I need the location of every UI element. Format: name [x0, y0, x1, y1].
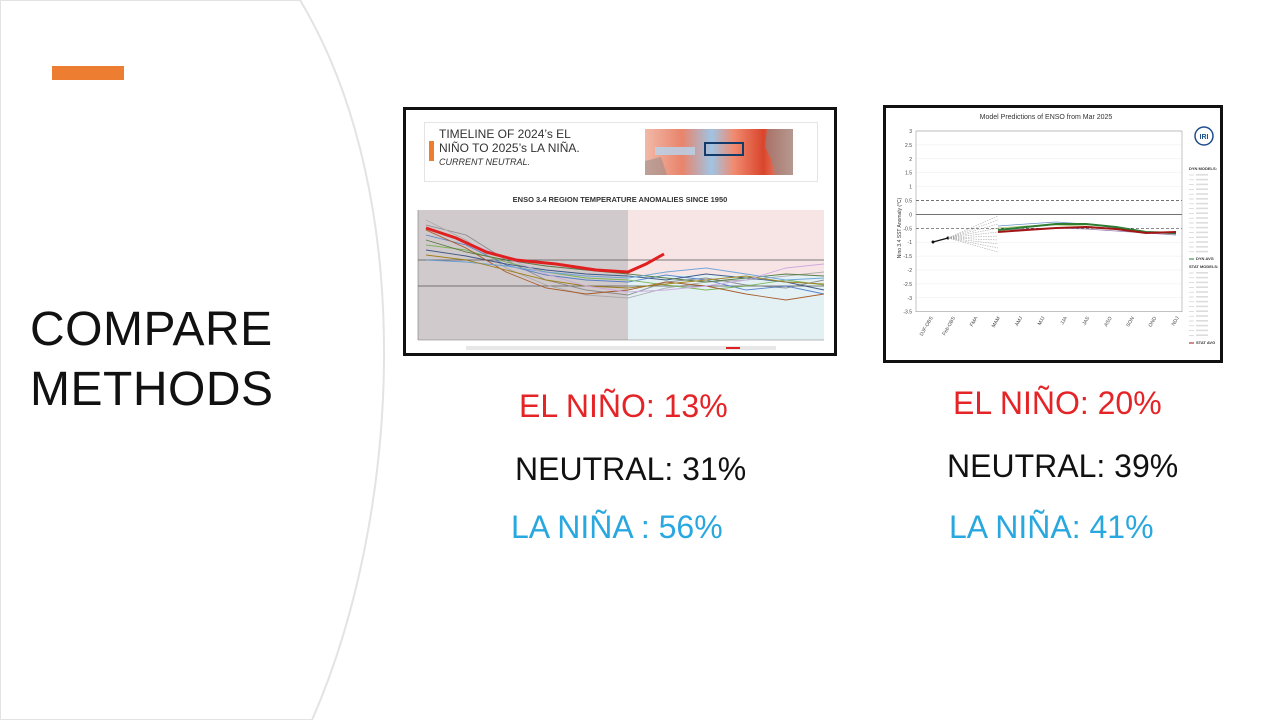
x-tick-label: JAS: [1081, 315, 1091, 327]
y-tick-label: -2: [908, 268, 913, 274]
y-tick-label: -0.5: [903, 226, 912, 232]
sst-anomaly-map: [645, 129, 793, 175]
y-tick-label: -2.5: [903, 282, 912, 288]
y-tick-label: 1.5: [905, 171, 912, 177]
y-tick-label: -1: [908, 240, 913, 246]
x-tick-label: MAM: [991, 316, 1002, 329]
x-tick-label: MJJ: [1037, 315, 1047, 326]
timeline-chart-image: TIMELINE OF 2024’s EL NIÑO TO 2025’s LA …: [403, 107, 837, 356]
iri-logo-text: IRI: [1200, 134, 1209, 141]
timeline-banner: TIMELINE OF 2024’s EL NIÑO TO 2025’s LA …: [424, 122, 818, 182]
legend-dyn-avg: DYN AVG: [1196, 256, 1214, 261]
accent-bar: [52, 66, 124, 80]
stat-avg-line: [997, 225, 1177, 235]
left-la-nina-prob: LA NIÑA : 56%: [511, 509, 723, 545]
x-tick-label: SON: [1125, 315, 1136, 328]
y-tick-label: 0.5: [905, 199, 912, 205]
current-year-series: [425, 226, 665, 274]
y-tick-label: -1.5: [903, 254, 912, 260]
x-tick-label: FMA: [969, 315, 980, 328]
model-predictions-chart: Model Predictions of ENSO from Mar 2025 …: [886, 108, 1220, 360]
y-tick-label: 1: [909, 185, 912, 191]
y-tick-label: 2.5: [905, 143, 912, 149]
x-tick-label: NDJ: [1171, 315, 1181, 327]
y-tick-label: -3.5: [903, 310, 912, 316]
slide-title-line-1: COMPARE: [30, 303, 273, 356]
right-la-nina-prob: LA NIÑA: 41%: [949, 509, 1154, 545]
x-tick-label: JJA: [1060, 315, 1070, 326]
banner-headline-line-1: TIMELINE OF 2024’s EL: [439, 127, 571, 141]
model-chart-ylabel: Nino 3.4 SST Anomaly (°C): [897, 197, 903, 258]
y-tick-label: -3: [908, 296, 913, 302]
legend-strip: [466, 346, 776, 350]
right-neutral-prob: NEUTRAL: 39%: [947, 448, 1179, 484]
right-el-nino-prob: EL NIÑO: 20%: [953, 385, 1162, 421]
banner-headline-sub: CURRENT NEUTRAL.: [439, 157, 531, 167]
model-chart-y-ticks: 3 2.5 2 1.5 1 0.5 0 -0.5 -1 -1.5 -2 -2.5 -3 -3.5: [903, 129, 912, 316]
y-tick-label: 3: [909, 129, 912, 135]
historical-series-lines: [425, 219, 825, 301]
slide-title: COMPARE METHODS: [30, 300, 350, 420]
model-legend: DYN MODELS: DYN AVG STAT MODELS: STAT AVG: [1189, 166, 1218, 345]
left-neutral-prob: NEUTRAL: 31%: [515, 451, 747, 487]
x-tick-label: OND: [1148, 315, 1159, 328]
x-tick-label: ASO: [1103, 316, 1114, 328]
legend-header-dyn: DYN MODELS:: [1189, 166, 1217, 171]
legend-stat-avg: STAT AVG: [1196, 340, 1215, 345]
model-spread-lines: [947, 215, 999, 253]
warm-forecast-region: [628, 210, 824, 275]
x-tick-label: AMJ: [1014, 315, 1024, 327]
model-chart-title: Model Predictions of ENSO from Mar 2025: [980, 114, 1113, 121]
slide-title-line-2: METHODS: [30, 363, 274, 416]
model-predictions-chart-image: Model Predictions of ENSO from Mar 2025 …: [883, 105, 1223, 363]
enso-anomaly-chart: ENSO 3.4 REGION TEMPERATURE ANOMALIES SI…: [417, 195, 825, 350]
left-el-nino-prob: EL NIÑO: 13%: [519, 388, 728, 424]
banner-accent-bar: [429, 141, 434, 161]
right-probabilities: EL NIÑO: 20% NEUTRAL: 39% LA NIÑA: 41%: [947, 384, 1178, 546]
y-tick-label: 2: [909, 157, 912, 163]
banner-headline-line-2: NIÑO TO 2025’s LA NIÑA.: [439, 141, 580, 155]
y-tick-label: 0: [909, 212, 912, 218]
banner-headline: TIMELINE OF 2024’s EL NIÑO TO 2025’s LA …: [439, 127, 639, 169]
enso-chart-title: ENSO 3.4 REGION TEMPERATURE ANOMALIES SI…: [513, 195, 728, 204]
legend-header-stat: STAT MODELS:: [1189, 264, 1218, 269]
left-probabilities: EL NIÑO: 13% NEUTRAL: 31% LA NIÑA : 56%: [511, 387, 746, 546]
iri-logo: IRI: [1194, 126, 1214, 146]
